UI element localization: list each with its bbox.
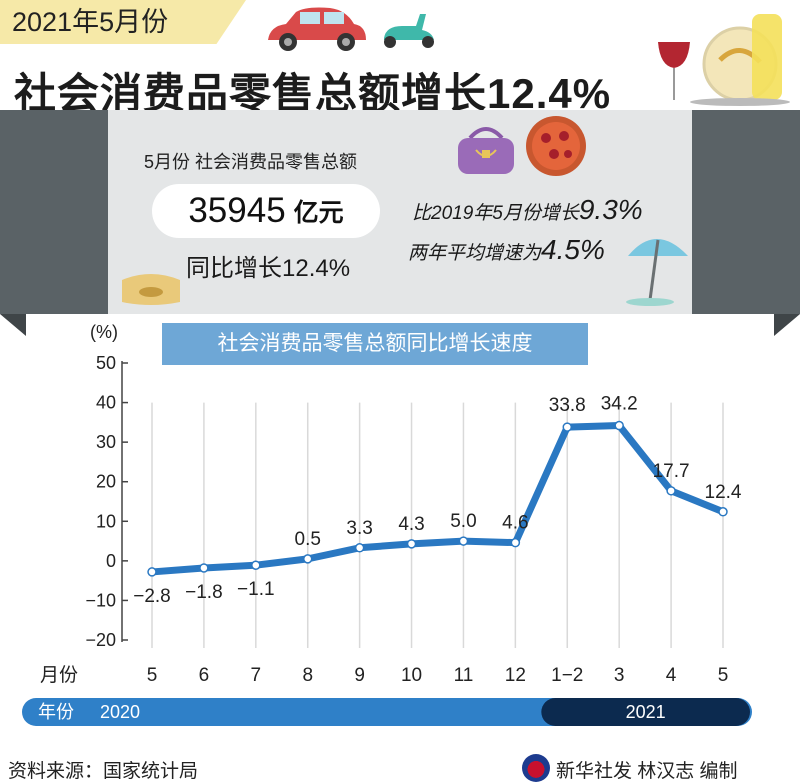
umbrella-icon xyxy=(626,239,688,306)
year-label-2020: 2020 xyxy=(100,702,140,722)
year-label-2021: 2021 xyxy=(626,702,666,722)
yoy-growth-text: 同比增长12.4% xyxy=(186,255,351,282)
data-point xyxy=(510,537,521,548)
x-tick-label: 5 xyxy=(147,665,158,686)
food-illustration xyxy=(658,14,790,106)
cheese-icon xyxy=(122,274,180,305)
data-label: −1.8 xyxy=(185,582,223,603)
y-tick-label: 20 xyxy=(96,472,116,492)
date-tag: 2021年5月份 xyxy=(0,0,246,44)
data-label: −2.8 xyxy=(133,586,171,607)
data-label: 33.8 xyxy=(549,395,586,416)
y-tick-label: 10 xyxy=(96,511,116,531)
data-labels: −2.8 −1.8 −1.1 0.5 3.3 4.3 5.0 4.6 33.8 34.2 17.7 1… xyxy=(133,394,742,607)
data-point xyxy=(614,420,624,431)
x-tick-label: 10 xyxy=(401,665,422,686)
data-label: 4.3 xyxy=(398,514,424,535)
data-point xyxy=(354,543,365,553)
x-tick-label: 9 xyxy=(354,665,365,686)
scooter-icon xyxy=(384,14,434,48)
series-line xyxy=(148,422,727,576)
x-tick-label: 3 xyxy=(614,665,625,686)
band-side-left xyxy=(0,110,108,314)
y-tick-label: 50 xyxy=(96,353,116,373)
ribbon-fold-left xyxy=(0,314,26,336)
data-point xyxy=(406,539,417,549)
data-label: 3.3 xyxy=(346,518,372,539)
y-tick-label: 30 xyxy=(96,432,116,452)
x-tick-label: 6 xyxy=(199,665,210,686)
data-point xyxy=(562,422,573,432)
vs-2019-growth: 比2019年5月份增长9.3% xyxy=(412,194,643,226)
data-label: −1.1 xyxy=(237,579,275,600)
y-tick-label: 40 xyxy=(96,393,116,413)
data-label: 34.2 xyxy=(601,394,638,415)
data-label: 4.6 xyxy=(502,513,528,534)
y-tick-label: −10 xyxy=(85,590,116,610)
two-year-average-value: 4.5% xyxy=(541,234,605,265)
x-axis-label: 月份 xyxy=(40,664,78,686)
data-point xyxy=(718,507,728,517)
x-tick-label: 4 xyxy=(666,665,677,686)
vs-2019-prefix: 比2019年5月份增长 xyxy=(412,203,579,224)
year-axis-label: 年份 xyxy=(38,702,74,722)
data-point xyxy=(199,563,209,573)
data-label: 5.0 xyxy=(450,511,476,532)
two-year-average-prefix: 两年平均增速为 xyxy=(408,243,542,264)
y-axis-label: (%) xyxy=(90,322,118,342)
two-year-average: 两年平均增速为4.5% xyxy=(408,234,605,266)
series-line-path xyxy=(148,422,727,576)
credit-line: 新华社发 林汉志 编制 xyxy=(556,761,738,782)
may-sales-label: 5月份 社会消费品零售总额 xyxy=(144,152,358,172)
data-point xyxy=(147,567,157,577)
y-axis: 50 40 30 20 10 0 −10 −20 xyxy=(85,353,128,650)
data-label: 17.7 xyxy=(653,461,690,482)
data-point xyxy=(302,554,313,564)
xinhua-emblem-icon xyxy=(522,754,550,782)
band-side-right xyxy=(692,110,800,314)
chart-title: 社会消费品零售总额同比增长速度 xyxy=(162,323,588,365)
year-bar-2021 xyxy=(541,698,750,726)
x-tick-label: 8 xyxy=(302,665,313,686)
x-tick-label: 1−2 xyxy=(551,665,583,686)
data-label: 12.4 xyxy=(705,482,742,503)
ribbon-fold-right xyxy=(774,314,800,336)
car-icon xyxy=(268,7,366,51)
x-tick-label: 7 xyxy=(251,665,262,686)
pizza-icon xyxy=(526,116,586,176)
x-tick-label: 11 xyxy=(454,665,474,686)
total-sales-value: 35945 xyxy=(188,191,286,230)
handbag-icon xyxy=(458,127,514,174)
y-tick-label: 0 xyxy=(106,551,116,571)
x-axis: 5 6 7 8 9 10 11 12 1−2 3 4 5 xyxy=(147,665,729,686)
y-tick-label: −20 xyxy=(85,630,116,650)
data-point xyxy=(458,536,469,546)
vs-2019-value: 9.3% xyxy=(578,194,643,225)
data-point xyxy=(666,486,676,496)
x-tick-label: 5 xyxy=(718,665,729,686)
chart-grid xyxy=(151,402,724,648)
x-tick-label: 12 xyxy=(505,665,526,686)
data-point xyxy=(251,560,261,570)
series-points xyxy=(147,420,728,577)
source-note: 资料来源：国家统计局 xyxy=(8,761,199,782)
headline: 社会消费品零售总额增长12.4% xyxy=(14,70,612,117)
total-sales-unit: 亿元 xyxy=(293,199,344,227)
data-label: 0.5 xyxy=(295,529,321,550)
total-sales-pill: 35945 亿元 xyxy=(152,184,380,238)
year-bar: 年份 2020 2021 xyxy=(22,698,752,726)
